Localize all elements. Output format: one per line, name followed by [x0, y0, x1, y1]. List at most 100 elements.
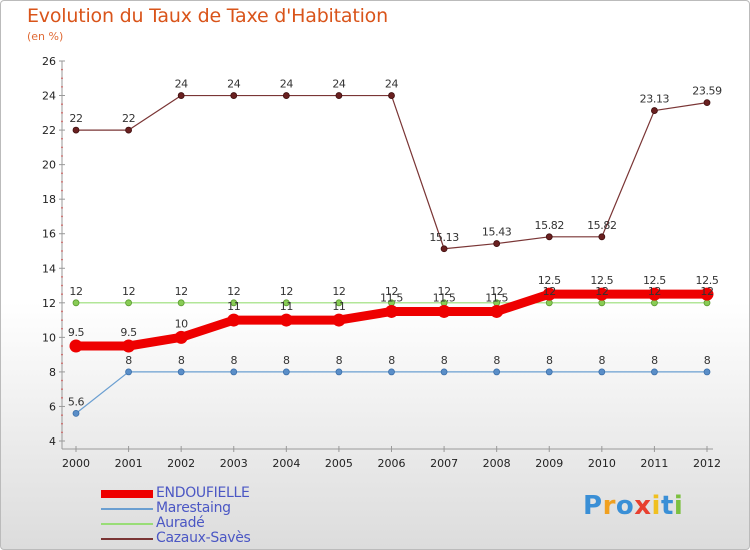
x-tick-label: 2005 [325, 457, 353, 470]
y-minor-dot [61, 310, 63, 313]
y-minor-dot [61, 215, 63, 218]
data-label-marestaing: 8 [230, 354, 237, 367]
y-minor-dot [61, 362, 63, 365]
y-minor-dot [61, 284, 63, 287]
data-point-marestaing [335, 368, 343, 376]
data-label-marestaing: 8 [441, 354, 448, 367]
x-tick-label: 2002 [167, 457, 195, 470]
data-point-endoufielle [279, 313, 293, 327]
y-minor-dot [61, 293, 63, 296]
data-label-aurade: 12 [175, 285, 188, 298]
y-minor-dot [61, 86, 63, 88]
legend-swatch-aurade [101, 523, 153, 525]
y-minor-dot [61, 431, 63, 434]
y-minor-dot [61, 319, 63, 321]
data-point-endoufielle [542, 287, 556, 301]
y-minor-dot [61, 111, 63, 114]
data-point-marestaing [703, 368, 711, 376]
data-label-endoufielle: 9.5 [120, 326, 137, 339]
y-minor-dot [61, 276, 63, 278]
data-point-marestaing [545, 368, 553, 376]
logo-letter: t [660, 491, 674, 521]
data-label-cazaux-saves: 15.43 [482, 226, 512, 239]
y-minor-dot [61, 189, 63, 192]
logo-letter: r [602, 491, 616, 521]
data-label-aurade: 12 [437, 285, 450, 298]
data-label-cazaux-saves: 24 [280, 78, 294, 91]
y-minor-dot [61, 396, 63, 399]
legend-label-aurade: Auradé [156, 515, 205, 531]
logo-letter: i [651, 491, 661, 521]
y-minor-dot [61, 353, 63, 356]
data-label-endoufielle: 11.5 [380, 291, 403, 304]
data-point-aurade [282, 299, 290, 307]
data-label-cazaux-saves: 15.13 [429, 231, 459, 244]
legend-swatch-endoufielle [101, 490, 153, 498]
legend-label-cazaux-saves: Cazaux-Savès [156, 530, 251, 546]
data-point-marestaing [440, 368, 448, 376]
data-label-cazaux-saves: 23.59 [692, 85, 722, 98]
data-point-cazaux-saves [125, 126, 132, 134]
x-tick-label: 2011 [640, 457, 668, 470]
y-minor-dot [61, 345, 63, 347]
y-tick-label: 16 [42, 228, 56, 241]
data-point-aurade [177, 299, 185, 307]
data-label-aurade: 12 [69, 285, 82, 298]
x-tick-label: 2010 [588, 457, 616, 470]
data-label-marestaing: 8 [283, 354, 290, 367]
data-point-marestaing [493, 368, 501, 376]
y-tick-label: 22 [42, 124, 56, 137]
legend-label-endoufielle: ENDOUFIELLE [156, 485, 250, 501]
data-label-endoufielle: 12.5 [696, 274, 719, 287]
data-label-endoufielle: 11.5 [485, 291, 508, 304]
data-point-aurade [703, 299, 711, 307]
data-label-cazaux-saves: 24 [385, 78, 399, 91]
data-label-cazaux-saves: 24 [332, 78, 346, 91]
data-point-endoufielle [700, 287, 714, 301]
data-point-cazaux-saves [440, 245, 448, 253]
data-point-aurade [651, 299, 658, 307]
y-minor-dot [61, 250, 63, 252]
x-tick-label: 2001 [115, 457, 143, 470]
data-point-endoufielle [227, 313, 241, 327]
data-point-aurade [230, 299, 238, 307]
data-point-aurade [72, 299, 80, 307]
data-point-cazaux-saves [282, 92, 290, 99]
data-label-marestaing: 8 [546, 354, 553, 367]
data-point-marestaing [388, 368, 395, 376]
data-point-aurade [545, 299, 553, 307]
data-point-endoufielle [332, 313, 346, 327]
data-label-cazaux-saves: 23.13 [640, 93, 670, 106]
data-label-endoufielle: 12.5 [590, 274, 613, 287]
data-point-cazaux-saves [230, 92, 238, 99]
data-label-aurade: 12 [280, 285, 293, 298]
data-label-aurade: 12 [700, 285, 713, 298]
y-minor-dot [61, 224, 63, 226]
y-minor-dot [61, 137, 63, 140]
y-minor-dot [61, 327, 63, 330]
data-point-cazaux-saves [335, 92, 343, 99]
data-label-aurade: 12 [648, 285, 661, 298]
data-label-marestaing: 8 [493, 354, 500, 367]
data-label-endoufielle: 11.5 [433, 291, 456, 304]
y-minor-dot [61, 206, 63, 209]
data-label-marestaing: 8 [599, 354, 606, 367]
data-label-cazaux-saves: 22 [122, 112, 135, 125]
y-minor-dot [61, 414, 63, 416]
data-point-marestaing [177, 368, 185, 376]
logo-letter: o [615, 491, 635, 521]
series-line-marestaing [75, 371, 707, 414]
data-label-marestaing: 5.6 [68, 395, 85, 408]
data-point-aurade [335, 299, 343, 307]
data-label-marestaing: 8 [388, 354, 395, 367]
data-point-aurade [598, 299, 606, 307]
chart-title: Evolution du Taux de Taxe d'Habitation [27, 5, 388, 27]
y-minor-dot [61, 379, 63, 382]
y-tick-label: 26 [42, 55, 56, 68]
y-tick-label: 20 [42, 159, 56, 172]
data-point-endoufielle [647, 287, 661, 301]
y-minor-dot [61, 172, 63, 175]
proxiti-logo: Proxiti [583, 491, 683, 521]
logo-letter: P [583, 491, 603, 521]
